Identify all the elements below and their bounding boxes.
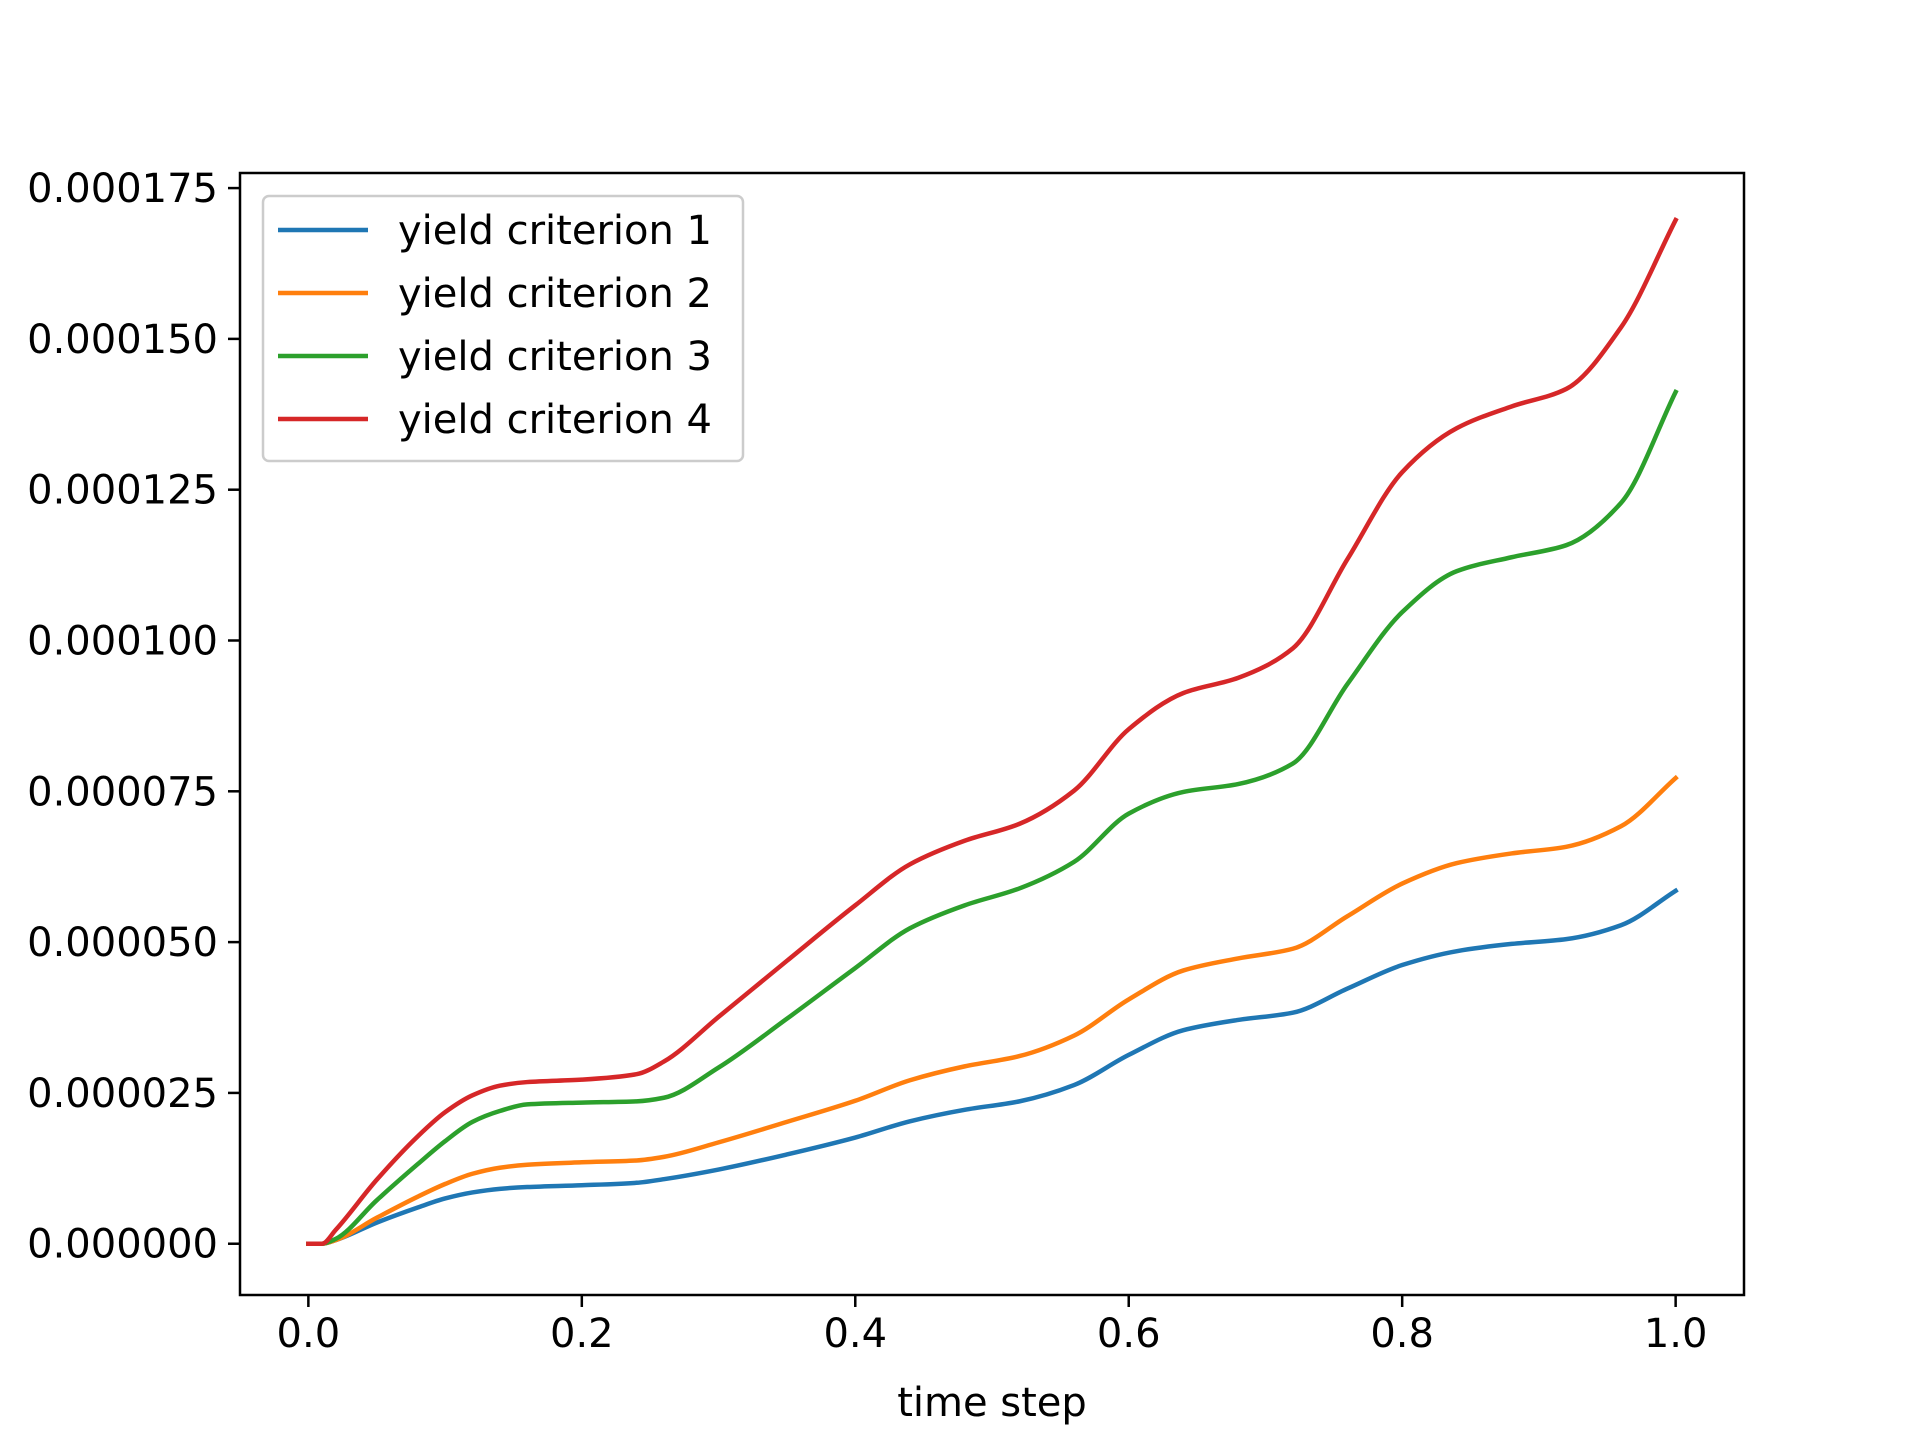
- series-line-1: [306, 887, 1679, 1246]
- y-tick-label: 0.000100: [27, 619, 218, 665]
- x-axis-label: time step: [897, 1380, 1087, 1426]
- legend-label-3: yield criterion 3: [398, 334, 712, 380]
- y-axis: 0.000000 0.000025 0.000050 0.000075 0.000100…: [27, 166, 240, 1268]
- series-layer: [306, 217, 1679, 1246]
- y-tick-label: 0.000125: [27, 468, 218, 514]
- y-tick-label: 0.000150: [27, 317, 218, 363]
- series-line-3: [306, 388, 1679, 1246]
- legend-label-4: yield criterion 4: [398, 397, 712, 443]
- series-line-4: [306, 217, 1679, 1246]
- x-tick-label: 0.0: [277, 1311, 341, 1357]
- x-tick-label: 0.2: [550, 1311, 614, 1357]
- legend-label-2: yield criterion 2: [398, 271, 712, 317]
- plot-frame: [238, 171, 1746, 1297]
- y-tick-label: 0.000050: [27, 920, 218, 966]
- x-tick-label: 0.4: [823, 1311, 887, 1357]
- x-tick-label: 0.6: [1097, 1311, 1161, 1357]
- x-tick-label: 1.0: [1644, 1311, 1708, 1357]
- y-tick-label: 0.000075: [27, 769, 218, 815]
- y-tick-label: 0.000000: [27, 1222, 218, 1268]
- y-tick-label: 0.000175: [27, 166, 218, 212]
- y-tick-label: 0.000025: [27, 1071, 218, 1117]
- legend-frame: [261, 194, 745, 463]
- legend: yield criterion 1 yield criterion 2 yield …: [261, 194, 745, 463]
- legend-label-1: yield criterion 1: [398, 208, 712, 254]
- x-tick-label: 0.8: [1370, 1311, 1434, 1357]
- x-axis: 0.0 0.2 0.4 0.6 0.8 1.0: [277, 1295, 1708, 1357]
- series-line-2: [306, 774, 1679, 1246]
